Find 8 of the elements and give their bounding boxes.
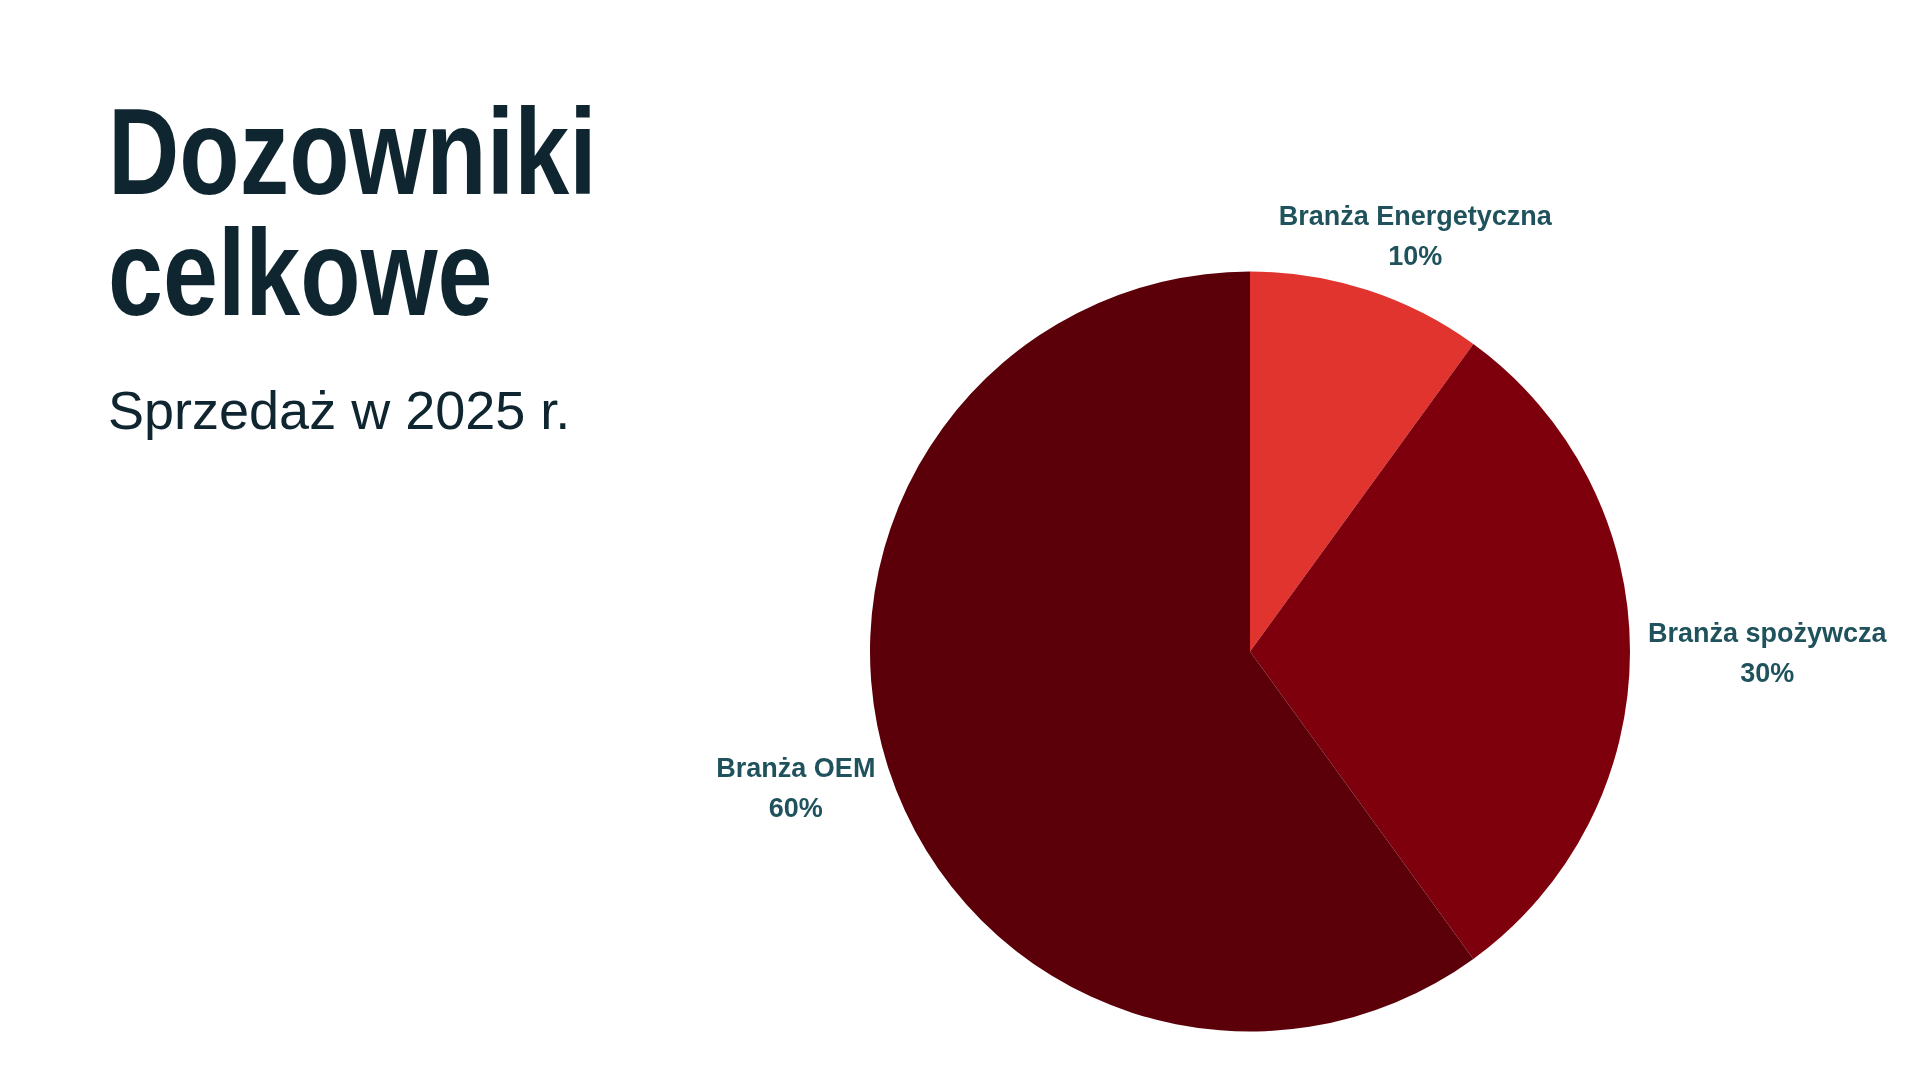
chart-title: Dozowniki celkowe — [108, 84, 598, 341]
text: Sprzedaż w 2025 r. — [108, 379, 571, 442]
slice-label: Branża Energetyczna — [1278, 200, 1553, 231]
data-label: 10% — [1388, 240, 1443, 271]
data-label: 30% — [1740, 657, 1795, 688]
slice-label: Branża spożywcza — [1647, 617, 1888, 648]
data-label: 60% — [768, 792, 823, 823]
slice-label: Branża OEM — [716, 752, 876, 783]
